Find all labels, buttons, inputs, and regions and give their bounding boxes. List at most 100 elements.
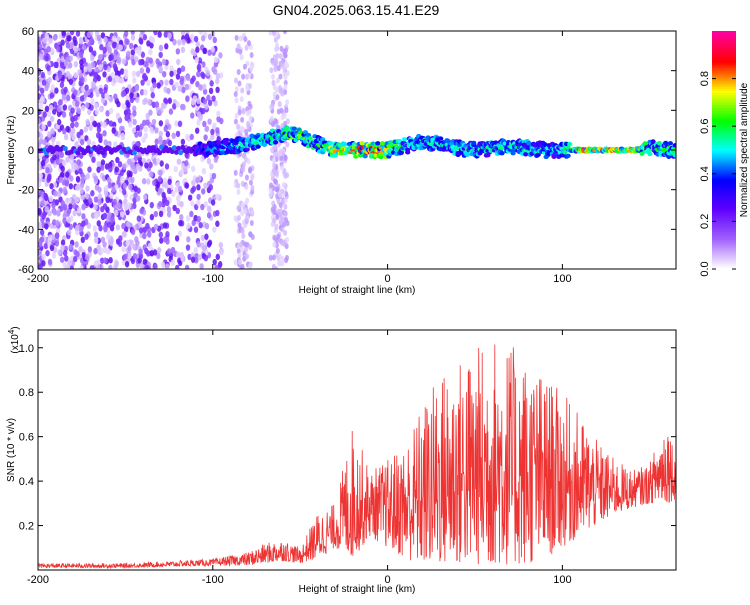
spectrogram-cell <box>157 109 162 117</box>
spectrogram-cell <box>175 101 180 108</box>
spectrogram-cell <box>179 75 185 83</box>
spectrogram-cell <box>60 165 65 172</box>
spectrogram-cell <box>149 171 154 178</box>
spectrogram-cell <box>126 170 131 177</box>
spectrogram-cell <box>236 188 241 195</box>
colorbar-swatch <box>712 86 736 90</box>
spectrogram-cell <box>269 147 274 154</box>
spectrogram-cell <box>93 102 99 110</box>
spectrogram-cell <box>106 177 112 184</box>
colorbar-swatch <box>712 44 736 48</box>
spectrogram-cell <box>38 172 43 180</box>
spectrogram-cell <box>136 215 142 222</box>
colorbar-tick-label: 0.2 <box>699 214 711 229</box>
spectrogram-cell <box>75 175 81 183</box>
spectrogram-cell <box>280 122 285 129</box>
spectrogram-cell <box>184 33 190 40</box>
spectrogram-cell <box>72 209 77 217</box>
spectrogram-cell <box>73 163 79 171</box>
colorbar-swatch <box>712 132 736 135</box>
spectrogram-cell <box>185 244 191 251</box>
spectrogram-cell <box>103 225 108 233</box>
spectrogram-cell <box>186 222 191 229</box>
spectrogram-cell <box>191 219 196 227</box>
colorbar-swatch <box>712 46 736 50</box>
spectrogram-cell <box>59 81 65 89</box>
spectrogram-cell <box>195 177 200 184</box>
spectrogram-cell <box>211 172 217 180</box>
spectrogram-cell <box>69 41 74 49</box>
spectrogram-cell <box>274 155 279 162</box>
spectrogram-cell <box>250 184 255 191</box>
spectrogram-cell <box>198 222 203 229</box>
spectrogram-cell <box>203 182 208 189</box>
spectrogram-cell <box>103 36 108 43</box>
colorbar-swatch <box>712 267 736 270</box>
spectrogram-cell <box>43 242 49 250</box>
spectrogram-cell <box>282 70 287 77</box>
spectrogram-cell <box>236 182 241 189</box>
colorbar-swatch <box>712 110 736 113</box>
spectrogram-cell <box>278 218 283 225</box>
spectrogram-cell <box>60 200 65 207</box>
spectrogram-cell <box>158 130 163 137</box>
spectrogram-cell <box>185 133 190 141</box>
spectrogram-cell <box>96 126 102 133</box>
spectrogram-cell <box>78 246 83 253</box>
spectrogram-cell <box>218 72 224 79</box>
colorbar-swatch <box>712 32 736 36</box>
spectrogram-cell <box>181 86 186 94</box>
spectrogram-cell <box>175 264 180 269</box>
spectrogram-cell <box>160 102 166 109</box>
spectrogram-cell <box>200 35 206 42</box>
spectrogram-cell <box>67 35 72 42</box>
spectrogram-cell <box>170 259 175 266</box>
spectrogram-cell <box>131 70 137 77</box>
spectrogram-cell <box>169 78 174 86</box>
colorbar-swatch <box>712 265 736 268</box>
spectrogram-cell <box>233 169 238 176</box>
spectrogram-cell <box>39 229 45 236</box>
spectrogram-cell <box>176 67 182 75</box>
colorbar-swatch <box>712 108 736 111</box>
spectrogram-cell <box>280 150 285 157</box>
spectrogram-cell <box>211 95 216 102</box>
spectrogram-cell <box>141 177 147 185</box>
spectrogram-cell <box>54 87 59 94</box>
spectrogram-cell <box>42 139 47 146</box>
spectrogram-cell <box>172 103 177 110</box>
spectrogram-cell <box>241 161 246 168</box>
colorbar-swatch <box>712 203 736 207</box>
spectrogram-cell <box>53 61 58 69</box>
spectrogram-cell <box>207 99 213 107</box>
spectrogram-cell <box>278 73 283 80</box>
spectrogram-cell <box>113 93 118 100</box>
spectrogram-cell <box>179 214 184 221</box>
spectrogram-cell <box>167 97 173 104</box>
spectrogram-cell <box>248 244 253 251</box>
spectrogram-cell <box>74 224 80 232</box>
spectrogram-cell <box>42 37 47 44</box>
spectrogram-cell <box>171 145 177 151</box>
spectrogram-cell <box>69 130 74 138</box>
spectrogram-cell <box>88 46 94 53</box>
y-tick-label: 40 <box>22 66 34 78</box>
spectrogram-cell <box>241 152 246 159</box>
spectrogram-cell <box>139 67 145 74</box>
spectrogram-cell <box>85 185 90 192</box>
spectrogram-cell <box>138 227 144 234</box>
spectrogram-cell <box>177 39 182 46</box>
spectrogram-cell <box>140 79 145 86</box>
spectrogram-cell <box>126 101 131 109</box>
spectrogram-cell <box>49 182 54 190</box>
spectrogram-cell <box>93 203 98 211</box>
spectrogram-cell <box>49 244 55 252</box>
spectrogram-cell <box>239 125 244 132</box>
spectrogram-cell <box>38 249 43 257</box>
spectrogram-cell <box>111 42 117 49</box>
spectrogram-cell <box>132 243 137 250</box>
spectrogram-cell <box>201 245 207 252</box>
spectrogram-cell <box>160 261 166 269</box>
spectrogram-cell <box>108 166 113 173</box>
